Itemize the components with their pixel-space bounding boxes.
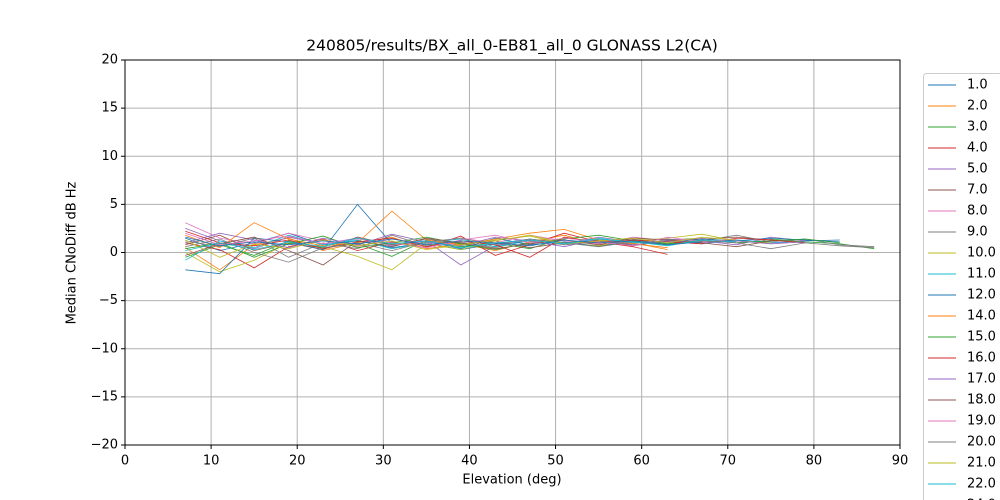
legend-label: 4.0	[967, 141, 988, 156]
legend-label: 14.0	[967, 309, 996, 324]
x-tick-label: 30	[375, 454, 392, 469]
x-tick-label: 20	[289, 454, 306, 469]
y-tick-label: 20	[101, 53, 118, 68]
y-tick-label: −20	[91, 438, 118, 453]
x-tick-label: 60	[633, 454, 650, 469]
legend-label: 9.0	[967, 225, 988, 240]
legend-label: 1.0	[967, 78, 988, 93]
x-tick-label: 40	[461, 454, 478, 469]
x-tick-label: 50	[547, 454, 564, 469]
legend: 1.0 2.0 3.0 4.0 5.0 7.0 8.0 9.0 10.0 11.0 12.0 14.0…	[923, 73, 1000, 500]
y-tick-label: −10	[91, 341, 118, 356]
chart-title: 240805/results/BX_all_0-EB81_all_0 GLONA…	[306, 37, 718, 56]
legend-label: 8.0	[967, 204, 988, 219]
y-axis-label: Median CNoDiff dB Hz	[65, 181, 80, 324]
legend-label: 11.0	[967, 267, 996, 282]
plot-frame	[124, 59, 901, 446]
series-line	[185, 236, 702, 247]
x-tick-label: 70	[720, 454, 737, 469]
series-line	[185, 237, 875, 263]
y-tick-label: −5	[99, 293, 118, 308]
y-tick-label: −15	[91, 389, 118, 404]
legend-label: 3.0	[967, 120, 988, 135]
x-tick-label: 10	[203, 454, 220, 469]
legend-label: 12.0	[967, 288, 996, 303]
legend-label: 19.0	[967, 414, 996, 429]
y-tick-label: 10	[101, 149, 118, 164]
legend-label: 16.0	[967, 351, 996, 366]
legend-label: 17.0	[967, 372, 996, 387]
y-tick-label: 0	[110, 245, 118, 260]
legend-label: 2.0	[967, 99, 988, 114]
y-tick-label: 15	[101, 101, 118, 116]
x-tick-label: 80	[806, 454, 823, 469]
legend-label: 22.0	[967, 477, 996, 492]
legend-box	[923, 73, 1000, 500]
y-tick-label: 5	[110, 197, 118, 212]
series-line	[185, 236, 771, 266]
x-tick-label: 0	[121, 454, 129, 469]
legend-label: 20.0	[967, 435, 996, 450]
legend-label: 10.0	[967, 246, 996, 261]
legend-label: 21.0	[967, 456, 996, 471]
series-line	[185, 235, 737, 258]
legend-label: 5.0	[967, 162, 988, 177]
x-tick-label: 90	[892, 454, 909, 469]
series-line	[185, 237, 737, 251]
legend-label: 24.0	[967, 498, 996, 500]
legend-label: 15.0	[967, 330, 996, 345]
legend-label: 18.0	[967, 393, 996, 408]
x-axis-label: Elevation (deg)	[462, 473, 561, 488]
legend-label: 7.0	[967, 183, 988, 198]
